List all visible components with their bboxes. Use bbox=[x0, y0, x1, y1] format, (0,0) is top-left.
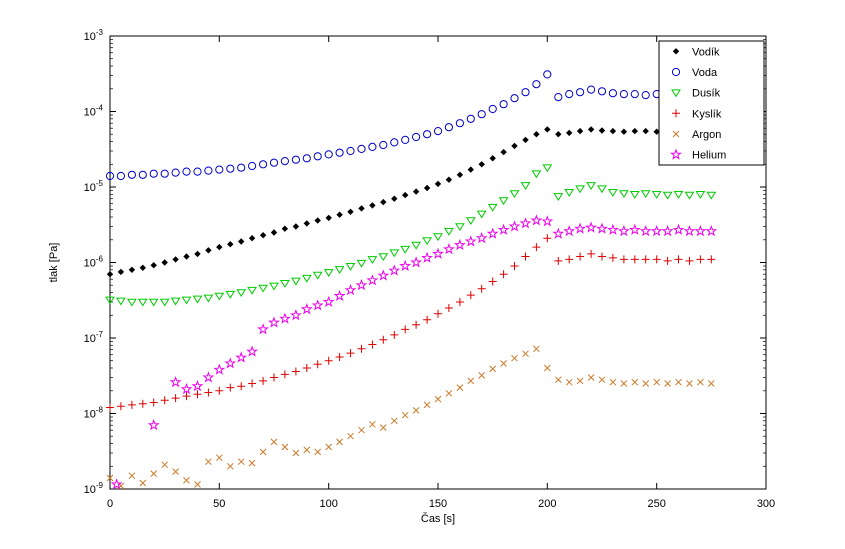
legend-item-voda: Voda bbox=[671, 67, 718, 79]
legend-label: Dusík bbox=[692, 88, 721, 100]
y-tick-label: 10-3 bbox=[84, 28, 104, 43]
legend-item-argon: Argon bbox=[672, 129, 721, 141]
series-dusik bbox=[105, 164, 717, 307]
legend-label: Vodík bbox=[692, 46, 720, 58]
x-tick-label: 300 bbox=[757, 498, 775, 510]
y-tick-label: 10-9 bbox=[84, 481, 104, 496]
legend-item-helium: Helium bbox=[670, 148, 726, 162]
y-tick-label: 10-6 bbox=[84, 255, 104, 270]
series-vodik bbox=[106, 126, 715, 278]
series-voda bbox=[105, 70, 716, 181]
legend-label: Helium bbox=[692, 150, 726, 162]
legend-label: Kyslík bbox=[692, 108, 722, 120]
legend-item-kyslik: Kyslík bbox=[672, 108, 722, 120]
x-tick-label: 200 bbox=[538, 498, 556, 510]
y-tick-label: 10-4 bbox=[84, 104, 104, 119]
legend-label: Voda bbox=[692, 67, 718, 79]
y-tick-label: 10-5 bbox=[84, 179, 104, 194]
y-tick-label: 10-8 bbox=[84, 406, 104, 421]
y-tick-label: 10-7 bbox=[84, 330, 104, 345]
x-tick-label: 0 bbox=[107, 498, 113, 510]
series-argon bbox=[106, 345, 715, 490]
x-axis: 0 50 100 150 200 250 300 bbox=[107, 36, 775, 510]
legend: Vodík Voda Dusík Kyslík Argon Helium bbox=[658, 40, 765, 166]
x-tick-label: 100 bbox=[320, 498, 338, 510]
x-tick-label: 150 bbox=[429, 498, 447, 510]
legend-label: Argon bbox=[692, 129, 721, 141]
legend-item-dusik: Dusík bbox=[671, 88, 721, 100]
x-tick-label: 250 bbox=[648, 498, 666, 510]
series-kyslik bbox=[106, 234, 716, 412]
series-helium bbox=[110, 214, 718, 490]
legend-item-vodik: Vodík bbox=[672, 46, 720, 58]
x-tick-label: 50 bbox=[213, 498, 225, 510]
y-axis-label: tlak [Pa] bbox=[48, 243, 60, 283]
x-axis-label: Čas [s] bbox=[421, 512, 455, 525]
